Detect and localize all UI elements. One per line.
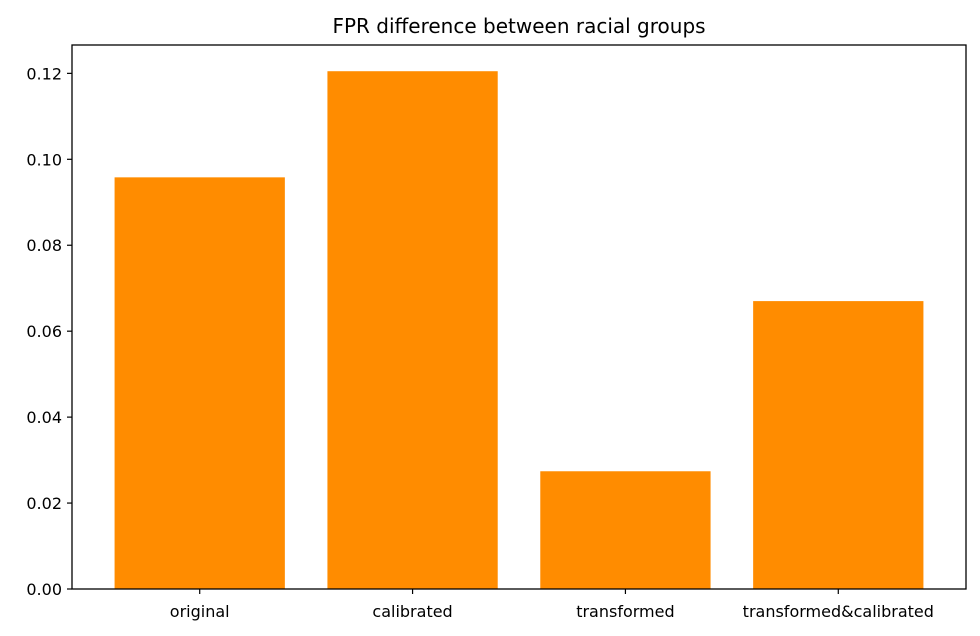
y-tick-label: 0.02 [26,494,62,513]
x-tick-label: transformed&calibrated [743,602,934,621]
x-axis: original calibrated transformed transformed… [170,589,934,621]
y-tick-label: 0.08 [26,236,62,255]
chart-title: FPR difference between racial groups [332,14,705,38]
x-tick-label: original [170,602,230,621]
bars-group [114,71,924,590]
x-tick-label: calibrated [372,602,452,621]
bar-transformed-calibrated [753,301,924,589]
y-tick-label: 0.12 [26,64,62,83]
x-tick-label: transformed [576,602,674,621]
bar-original [114,177,285,590]
bar-calibrated [327,71,498,590]
y-tick-label: 0.10 [26,150,62,169]
plot-frame [71,44,967,590]
y-tick-label: 0.00 [26,580,62,599]
y-axis: 0.00 0.02 0.04 0.06 0.08 0.10 0.12 [26,64,72,599]
bar-transformed [540,471,711,589]
y-tick-label: 0.06 [26,322,62,341]
y-tick-label: 0.04 [26,408,62,427]
